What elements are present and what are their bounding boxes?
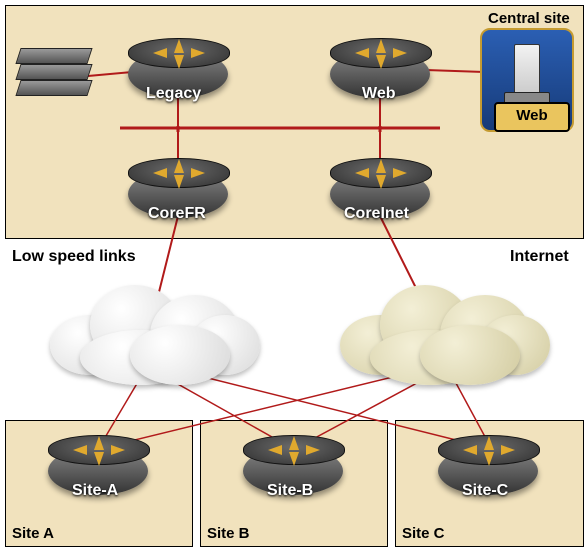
internet-label: Internet [510, 248, 569, 266]
internet-cloud [330, 275, 550, 385]
router-legacy-label: Legacy [146, 85, 201, 103]
router-site-a-label: Site-A [72, 482, 118, 500]
web-server-tag: Web [494, 102, 570, 132]
router-site-c-label: Site-C [462, 482, 508, 500]
site-c-label: Site C [402, 525, 445, 542]
site-a-label: Site A [12, 525, 54, 542]
web-server-tower [514, 44, 540, 98]
router-web-label: Web [362, 85, 395, 103]
site-b-label: Site B [207, 525, 250, 542]
diagram-canvas: Web Central site Site A Site B Site C Lo… [0, 0, 587, 550]
central-site-label: Central site [488, 10, 570, 27]
server-stack-icon [18, 48, 88, 104]
router-coreinet-label: CoreInet [344, 205, 409, 223]
low-speed-links-label: Low speed links [12, 248, 136, 266]
web-server-icon: Web [480, 28, 574, 132]
router-site-b-label: Site-B [267, 482, 313, 500]
router-corefr-label: CoreFR [148, 205, 206, 223]
low-speed-cloud [40, 275, 250, 385]
